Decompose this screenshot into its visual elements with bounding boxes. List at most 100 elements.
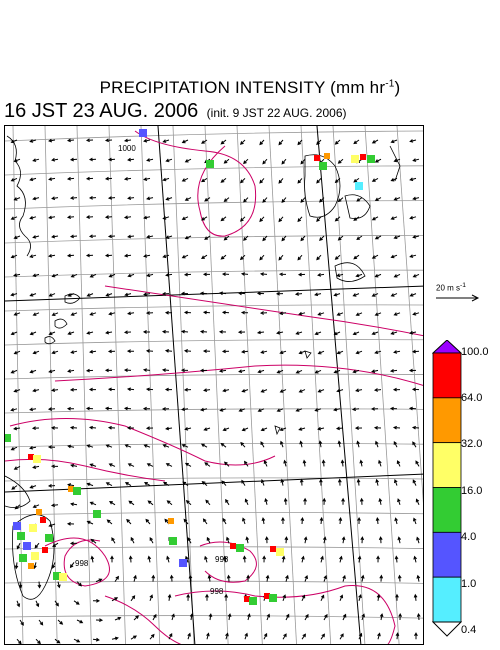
wind-vector	[48, 293, 56, 297]
longitude-line	[140, 126, 161, 644]
wind-vector	[297, 139, 303, 146]
wind-vector	[282, 594, 286, 601]
wind-vector	[50, 426, 59, 430]
precipitation-cell	[17, 532, 25, 540]
longitude-line	[44, 126, 58, 644]
wind-vector	[224, 593, 229, 601]
wind-vector	[319, 478, 323, 486]
wind-vector	[374, 197, 382, 201]
precipitation-cell	[179, 559, 187, 567]
wind-vector	[123, 330, 132, 335]
wind-vector	[412, 235, 420, 239]
wind-vector	[371, 254, 379, 259]
wind-vector	[412, 196, 420, 201]
wind-vector	[111, 636, 119, 641]
contour-label: 998	[210, 587, 224, 596]
wind-vector	[355, 273, 363, 278]
wind-vector	[164, 349, 173, 353]
wind-vector	[92, 637, 100, 642]
wind-vector	[89, 312, 97, 316]
wind-vector	[29, 446, 37, 450]
wind-vector	[13, 312, 21, 316]
wind-vector	[162, 254, 170, 259]
wind-vector	[276, 369, 284, 374]
latitude-line	[5, 615, 423, 619]
colorbar-segment	[432, 352, 462, 399]
wind-vector	[185, 499, 192, 506]
precipitation-cell	[93, 510, 101, 518]
wind-vector	[107, 157, 116, 162]
wind-vector	[225, 632, 229, 640]
wind-vector	[13, 465, 21, 470]
precipitation-cell	[19, 554, 27, 562]
precipitation-cell	[351, 155, 359, 163]
wind-vector	[334, 254, 341, 260]
precipitation-cell	[36, 509, 42, 515]
wind-vector	[281, 197, 287, 204]
wind-vector	[226, 574, 231, 582]
wind-vector	[123, 253, 132, 258]
coastlines	[5, 135, 401, 600]
wind-vector	[29, 485, 37, 489]
colorbar-overflow-triangle	[432, 340, 462, 354]
wind-vector	[200, 216, 208, 221]
wind-vector	[355, 388, 363, 393]
wind-vector	[392, 387, 401, 392]
precipitation-cell	[276, 548, 284, 556]
wind-vector	[200, 443, 208, 448]
wind-vector	[397, 498, 401, 505]
wind-vector	[162, 481, 170, 487]
precipitation-cell	[355, 182, 363, 190]
wind-vector	[165, 463, 173, 467]
wind-vector	[220, 254, 227, 260]
wind-vector	[281, 516, 285, 525]
wind-vector	[114, 616, 122, 621]
precipitation-cell	[33, 455, 41, 463]
wind-vector	[147, 555, 152, 563]
wind-vector	[85, 215, 94, 219]
latitude-line	[5, 546, 423, 550]
colorbar-label: 4.0	[461, 531, 477, 543]
title-text: PRECIPITATION INTENSITY (mm hr	[99, 78, 386, 97]
wind-vector	[200, 177, 208, 183]
wind-vector	[47, 445, 56, 449]
wind-vector	[85, 368, 94, 373]
precipitation-cell	[264, 593, 270, 599]
wind-vector	[51, 273, 59, 278]
wind-vector	[204, 197, 211, 202]
wind-vector	[70, 463, 78, 468]
wind-vector	[316, 216, 322, 222]
wind-vector	[245, 536, 250, 544]
wind-vector	[393, 350, 401, 354]
wind-vector	[339, 633, 344, 640]
reference-vector-exponent: -1	[460, 282, 466, 289]
wind-vector	[95, 578, 103, 583]
wind-vector	[303, 536, 308, 544]
wind-vector	[297, 216, 303, 223]
wind-vector	[394, 555, 399, 563]
longitude-line	[108, 126, 126, 644]
wind-vector	[412, 479, 417, 486]
wind-vector	[415, 460, 420, 467]
latitude-line	[5, 408, 423, 414]
wind-vector	[389, 368, 398, 373]
wind-vector	[275, 291, 284, 296]
wind-vector	[133, 615, 140, 621]
wind-vector	[371, 293, 379, 297]
latitude-line	[5, 477, 423, 482]
wind-vector	[205, 593, 209, 601]
colorbar-label: 32.0	[461, 438, 483, 450]
wind-vector	[142, 406, 151, 411]
wind-vector	[396, 460, 401, 467]
wind-vector	[261, 479, 265, 486]
wind-vector	[226, 536, 230, 544]
wind-vector	[243, 235, 249, 241]
wind-vector	[123, 215, 132, 220]
wind-vector	[316, 139, 322, 146]
wind-vector	[247, 613, 251, 621]
wind-vector	[167, 593, 172, 601]
longitude-line	[268, 126, 297, 644]
wind-vector	[104, 253, 113, 258]
wind-vector	[204, 462, 211, 467]
wind-vector	[394, 517, 398, 525]
